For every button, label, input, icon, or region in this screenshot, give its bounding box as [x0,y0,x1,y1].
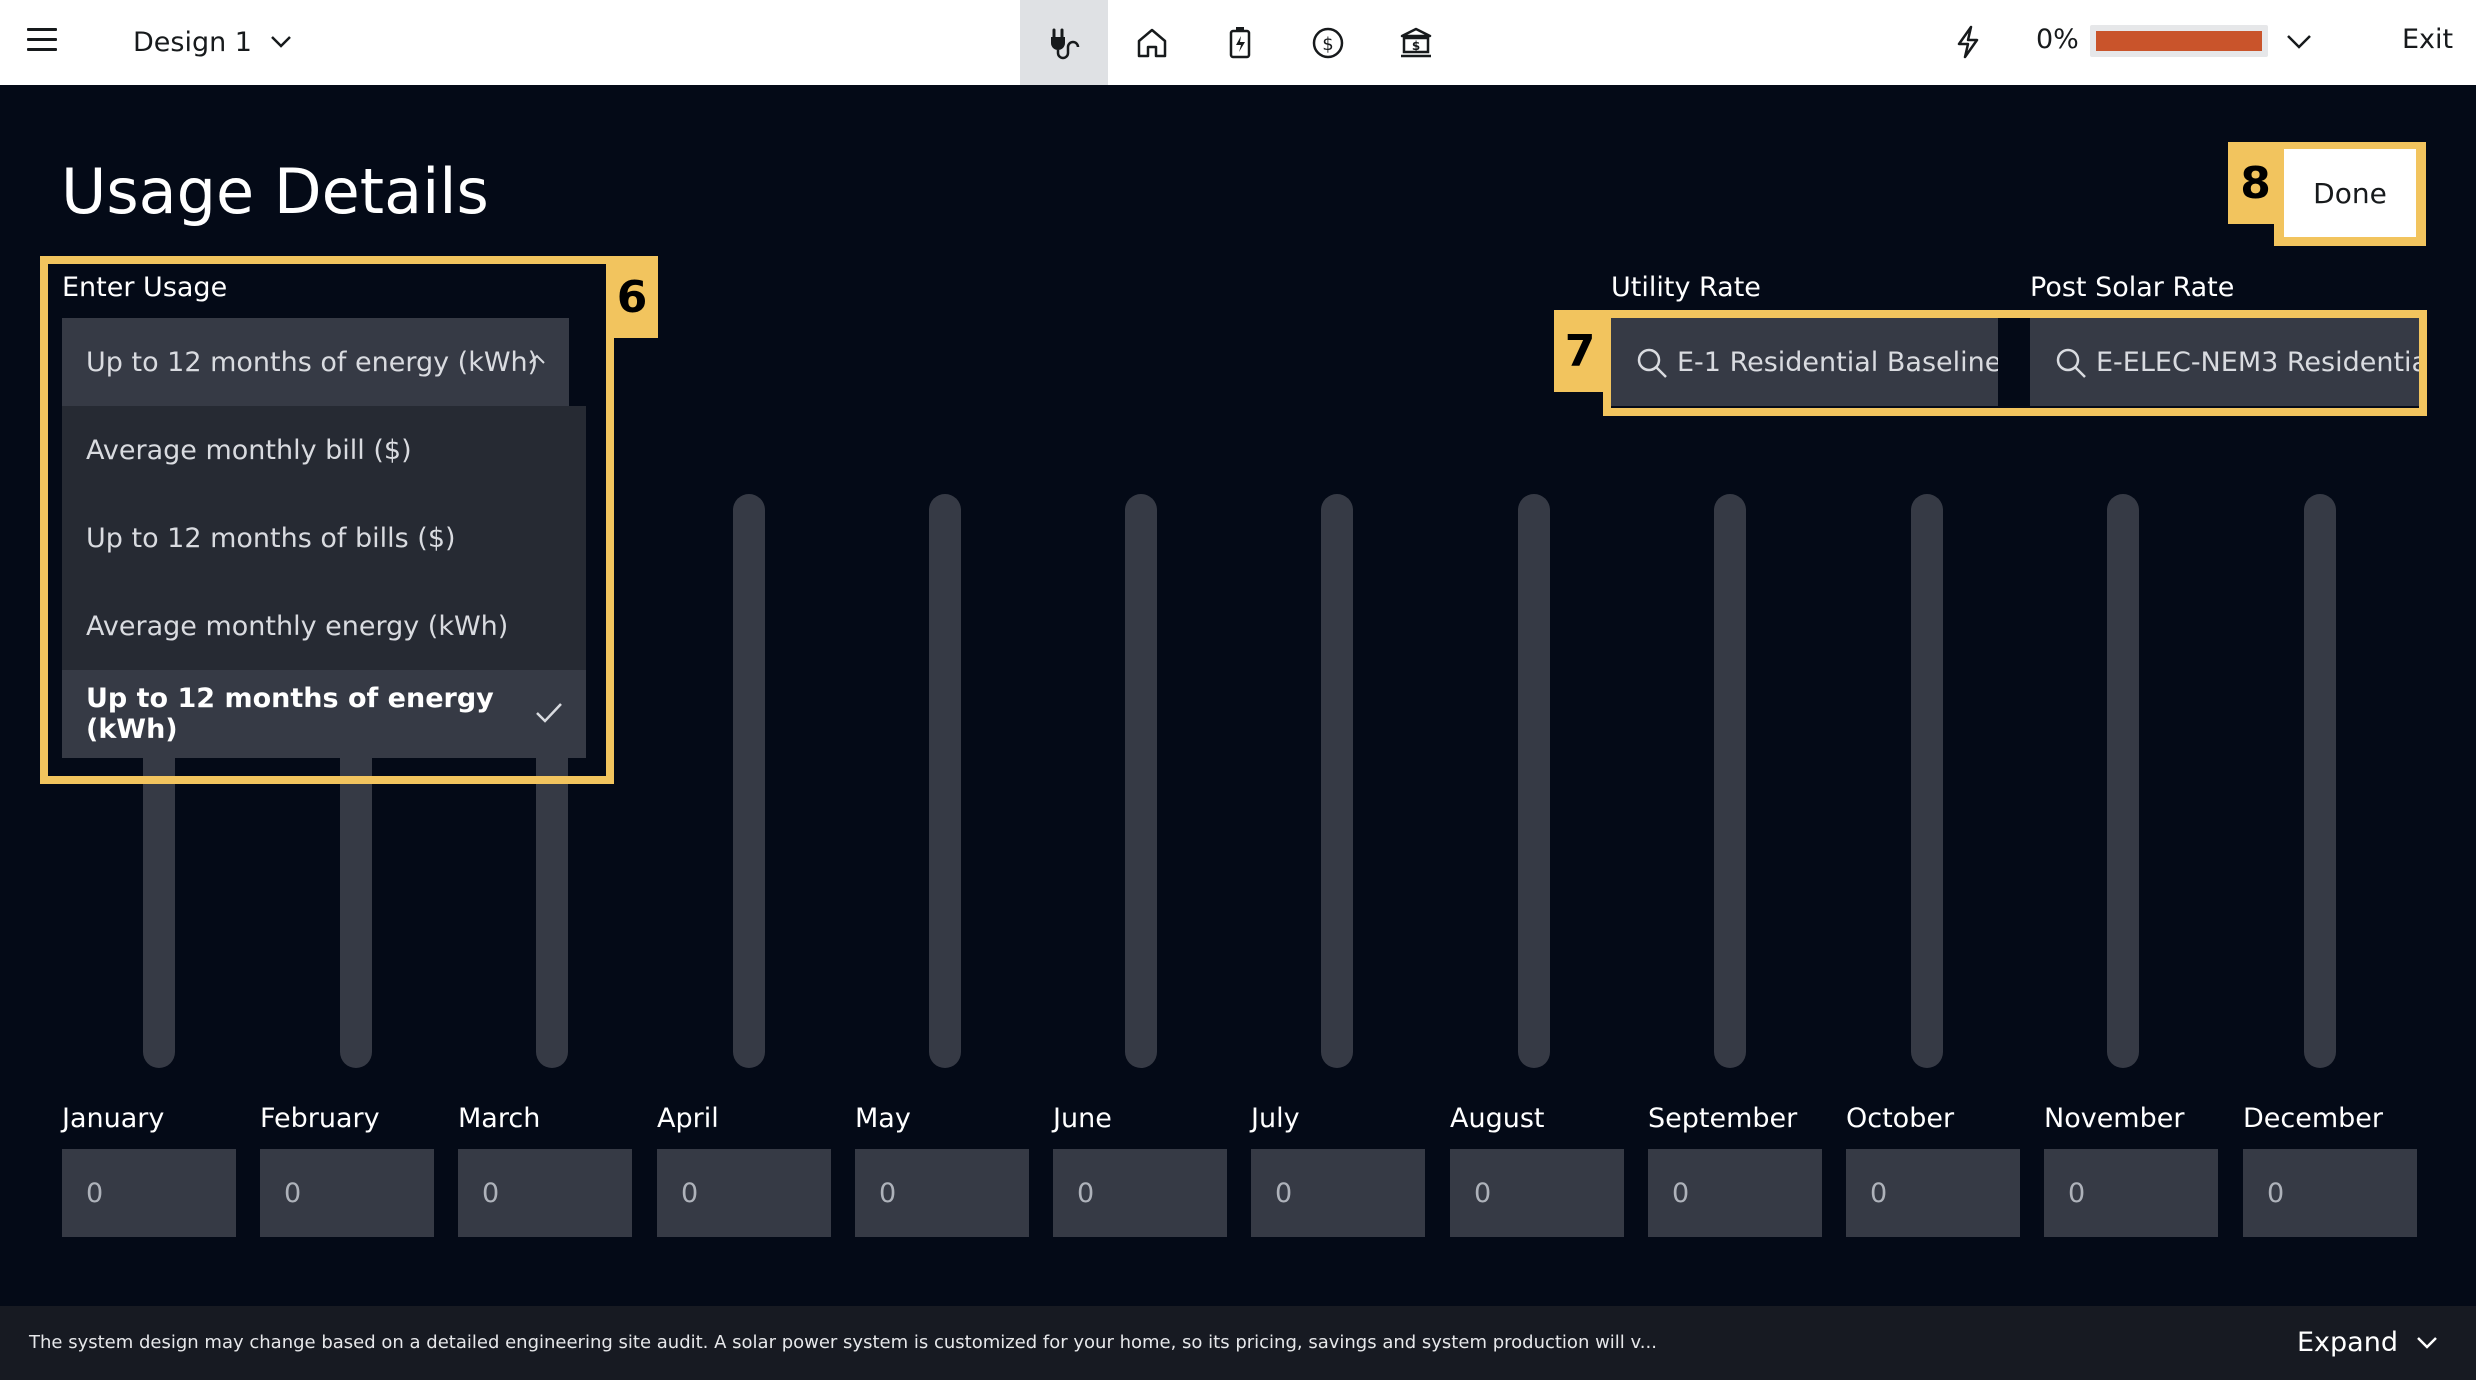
usage-option-label: Up to 12 months of energy (kWh) [86,683,494,745]
month-slider-track-october[interactable] [1911,494,1943,1068]
battery-icon [1229,26,1251,58]
month-label-may: May [855,1103,911,1134]
progress-bar [2090,25,2268,57]
month-label-january: January [62,1103,165,1134]
month-slider-track-july[interactable] [1321,494,1353,1068]
chevron-down-icon [2417,1336,2437,1349]
month-input-october[interactable]: 0 [1846,1149,2020,1237]
utility-rate-label: Utility Rate [1611,272,1761,303]
post-solar-rate-search-input[interactable]: E-ELEC-NEM3 Residential [2030,318,2419,406]
month-label-august: August [1450,1103,1545,1134]
month-label-october: October [1846,1103,1955,1134]
finance-icon: $ [1400,27,1432,57]
chevron-up-icon [529,354,545,364]
month-input-june[interactable]: 0 [1053,1149,1227,1237]
lightning-bolt-icon [1957,25,1979,59]
month-label-april: April [657,1103,719,1134]
page-title: Usage Details [61,155,489,228]
month-slider-track-may[interactable] [929,494,961,1068]
top-bar: Design 1 $ [0,0,2476,85]
month-input-august[interactable]: 0 [1450,1149,1624,1237]
expand-button[interactable]: Expand [2297,1327,2438,1358]
done-button[interactable]: Done [2284,149,2416,237]
month-label-november: November [2044,1103,2185,1134]
rates-highlight-frame [1603,310,2427,416]
search-icon [1637,348,1667,378]
svg-text:$: $ [1412,39,1420,53]
nav-battery-icon[interactable] [1196,0,1284,85]
step-navigation: $ $ [1020,0,1460,85]
svg-text:$: $ [1322,34,1333,55]
usage-option-average-monthly-energy[interactable]: Average monthly energy (kWh) [86,610,509,642]
progress-fill [2096,31,2262,51]
month-label-march: March [458,1103,541,1134]
usage-type-dropdown: Average monthly bill ($) Up to 12 months… [62,406,586,758]
month-slider-track-june[interactable] [1125,494,1157,1068]
post-solar-rate-value: E-ELEC-NEM3 Residential [2096,346,2419,378]
month-input-november[interactable]: 0 [2044,1149,2218,1237]
usage-option-12-months-bills[interactable]: Up to 12 months of bills ($) [86,522,456,554]
month-input-january[interactable]: 0 [62,1149,236,1237]
month-input-december[interactable]: 0 [2243,1149,2417,1237]
month-label-february: February [260,1103,380,1134]
step-marker-6: 6 [606,256,658,338]
month-label-june: June [1053,1103,1112,1134]
expand-label: Expand [2297,1327,2398,1358]
exit-button[interactable]: Exit [2402,24,2454,55]
search-icon [2056,348,2086,378]
month-slider-track-august[interactable] [1518,494,1550,1068]
month-slider-track-november[interactable] [2107,494,2139,1068]
design-name: Design 1 [133,26,252,58]
month-input-february[interactable]: 0 [260,1149,434,1237]
month-input-september[interactable]: 0 [1648,1149,1822,1237]
month-slider-track-september[interactable] [1714,494,1746,1068]
month-slider-track-april[interactable] [733,494,765,1068]
month-input-july[interactable]: 0 [1251,1149,1425,1237]
month-label-december: December [2243,1103,2384,1134]
month-input-may[interactable]: 0 [855,1149,1029,1237]
home-icon [1137,28,1167,57]
disclaimer-text: The system design may change based on a … [29,1332,1657,1353]
nav-usage-plug-icon[interactable] [1020,0,1108,85]
chevron-down-icon[interactable] [2283,26,2315,58]
checkmark-icon [536,703,562,723]
chevron-down-icon [271,36,291,48]
usage-highlight-frame [40,256,614,784]
hamburger-menu-icon[interactable] [27,28,57,54]
design-selector[interactable]: Design 1 [133,22,292,62]
nav-finance-icon[interactable]: $ [1372,0,1460,85]
usage-option-average-monthly-bill[interactable]: Average monthly bill ($) [86,434,412,466]
step-marker-7: 7 [1554,310,1606,392]
progress-percent: 0% [2036,24,2079,55]
month-label-july: July [1251,1103,1300,1134]
post-solar-rate-label: Post Solar Rate [2030,272,2235,303]
plug-icon [1051,28,1080,59]
utility-rate-search-input[interactable]: E-1 Residential Baseline [1611,318,1998,406]
dollar-icon: $ [1312,27,1344,58]
footer-disclaimer-bar: The system design may change based on a … [0,1306,2476,1380]
usage-option-12-months-energy[interactable]: Up to 12 months of energy (kWh) [62,670,586,758]
month-input-march[interactable]: 0 [458,1149,632,1237]
nav-dollar-icon[interactable]: $ [1284,0,1372,85]
enter-usage-label: Enter Usage [62,272,228,303]
step-marker-8: 8 [2228,142,2283,224]
utility-rate-value: E-1 Residential Baseline [1677,346,1998,378]
usage-type-selected-value: Up to 12 months of energy (kWh) [86,346,539,378]
month-slider-track-december[interactable] [2304,494,2336,1068]
usage-type-select[interactable]: Up to 12 months of energy (kWh) [62,318,569,406]
nav-home-icon[interactable] [1108,0,1196,85]
month-input-april[interactable]: 0 [657,1149,831,1237]
month-label-september: September [1648,1103,1798,1134]
